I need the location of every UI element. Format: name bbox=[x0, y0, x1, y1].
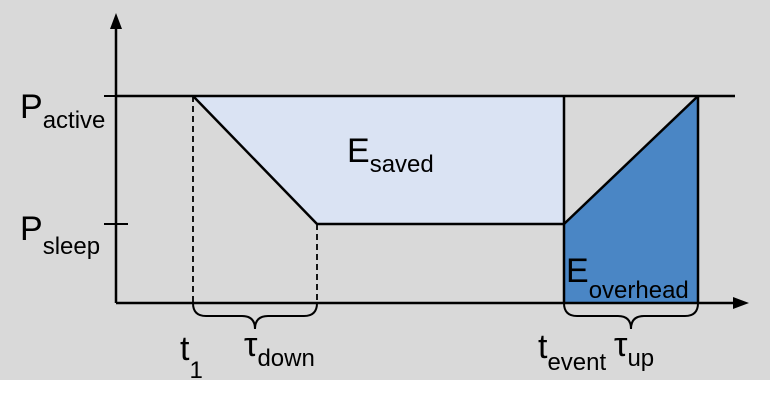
t1-sub: 1 bbox=[189, 357, 202, 384]
e-saved-label: Esaved bbox=[347, 132, 434, 178]
y-axis-arrowhead bbox=[110, 13, 122, 29]
e-saved-sub: saved bbox=[370, 151, 434, 178]
braces bbox=[192, 302, 699, 330]
tau-down-brace bbox=[192, 302, 318, 330]
e-saved-main: E bbox=[347, 132, 370, 170]
t-event-label: tevent bbox=[538, 328, 606, 376]
tau-down-main: τ bbox=[244, 326, 258, 364]
t1-main: t bbox=[180, 330, 190, 368]
saved-energy-region bbox=[193, 96, 564, 224]
t-event-sub: event bbox=[547, 349, 606, 376]
p-active-sub: active bbox=[43, 107, 106, 134]
p-active-label: Pactive bbox=[20, 88, 105, 134]
t-event-main: t bbox=[538, 328, 548, 366]
tau-up-label: τup bbox=[614, 326, 654, 372]
p-sleep-sub: sleep bbox=[43, 233, 100, 260]
p-sleep-label: Psleep bbox=[20, 210, 100, 260]
p-sleep-main: P bbox=[20, 210, 43, 248]
power-curve bbox=[116, 94, 735, 303]
tau-up-brace bbox=[563, 302, 699, 330]
tau-up-main: τ bbox=[614, 326, 628, 364]
p-active-main: P bbox=[20, 88, 43, 126]
ramp-down-line bbox=[192, 95, 318, 225]
t1-label: t1 bbox=[180, 330, 203, 384]
dashed-guides bbox=[192, 96, 318, 303]
e-overhead-label: Eoverhead bbox=[566, 252, 689, 304]
e-overhead-main: E bbox=[566, 252, 589, 290]
axes bbox=[114, 24, 735, 305]
ramp-up-line bbox=[563, 95, 699, 225]
e-overhead-sub: overhead bbox=[589, 277, 689, 304]
tau-down-sub: down bbox=[257, 345, 314, 372]
x-axis-arrowhead bbox=[733, 297, 749, 309]
overhead-energy-region bbox=[564, 96, 698, 303]
tau-down-label: τdown bbox=[244, 326, 315, 372]
tau-up-sub: up bbox=[627, 345, 654, 372]
